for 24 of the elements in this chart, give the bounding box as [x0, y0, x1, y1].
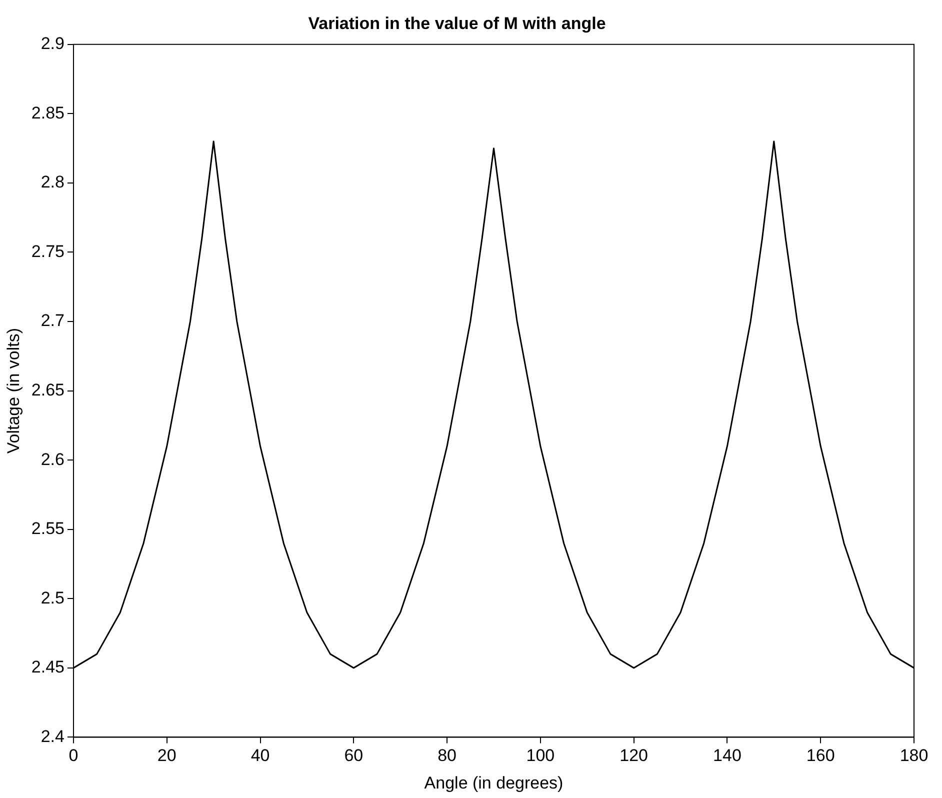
y-tick-label: 2.8	[40, 172, 64, 192]
y-tick-label: 2.6	[40, 450, 64, 469]
x-axis-title: Angle (in degrees)	[424, 773, 564, 792]
chart-title: Variation in the value of M with angle	[308, 14, 606, 33]
x-tick-label: 40	[250, 746, 270, 766]
y-tick-label: 2.45	[31, 658, 64, 677]
y-tick-label: 2.5	[40, 588, 64, 608]
x-tick-label: 60	[344, 746, 364, 766]
x-tick-label: 0	[68, 746, 78, 766]
y-tick-label: 2.9	[40, 34, 64, 54]
x-tick-label: 80	[438, 746, 457, 766]
y-axis-title: Voltage (in volts)	[4, 328, 23, 454]
y-tick-label: 2.55	[31, 519, 64, 538]
y-tick-label: 2.7	[40, 311, 64, 330]
x-tick-label: 100	[526, 746, 555, 766]
x-tick-label: 120	[620, 746, 648, 766]
x-tick-label: 180	[900, 746, 928, 766]
x-tick-label: 140	[713, 746, 742, 766]
y-tick-label: 2.75	[31, 242, 64, 261]
y-tick-label: 2.4	[40, 726, 64, 746]
x-tick-label: 20	[157, 746, 176, 766]
y-tick-label: 2.65	[31, 380, 64, 400]
x-tick-label: 160	[806, 746, 835, 766]
y-tick-label: 2.85	[31, 103, 64, 122]
